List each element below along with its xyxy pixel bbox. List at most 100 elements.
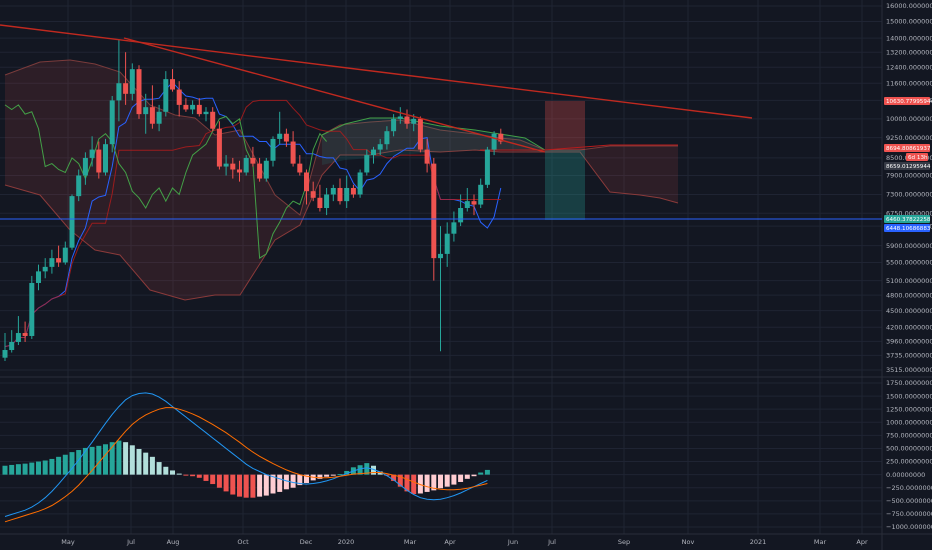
candle-42[interactable] bbox=[283, 128, 289, 147]
candle-60[interactable] bbox=[404, 109, 410, 129]
candle-59[interactable] bbox=[397, 107, 403, 124]
macd-histogram-bar-51[interactable] bbox=[344, 470, 350, 475]
macd-histogram-bar-40[interactable] bbox=[270, 474, 276, 494]
macd-histogram-bar-23[interactable] bbox=[156, 462, 162, 475]
macd-histogram-bar-13[interactable] bbox=[89, 446, 95, 475]
macd-histogram-bar-18[interactable] bbox=[123, 442, 129, 475]
macd-histogram-bar-17[interactable] bbox=[116, 440, 122, 475]
macd-histogram-bar-41[interactable] bbox=[277, 474, 283, 492]
candle-50[interactable] bbox=[337, 178, 343, 205]
macd-histogram-bar-0[interactable] bbox=[2, 465, 8, 475]
macd-histogram-bar-43[interactable] bbox=[290, 474, 296, 488]
candle-47[interactable] bbox=[317, 184, 323, 212]
candle-33[interactable] bbox=[223, 155, 229, 176]
candle-16[interactable] bbox=[109, 95, 115, 153]
macd-histogram-bar-70[interactable] bbox=[471, 474, 477, 477]
candle-17[interactable] bbox=[116, 39, 122, 122]
macd-histogram-bar-39[interactable] bbox=[263, 474, 269, 496]
candle-37[interactable] bbox=[250, 146, 256, 167]
trendline-long[interactable] bbox=[0, 24, 753, 119]
candle-44[interactable] bbox=[297, 155, 303, 176]
candle-62[interactable] bbox=[417, 116, 423, 153]
candle-7[interactable] bbox=[49, 249, 55, 274]
macd-histogram-bar-5[interactable] bbox=[36, 461, 41, 475]
macd-histogram-bar-21[interactable] bbox=[143, 452, 149, 475]
macd-histogram-bar-62[interactable] bbox=[417, 474, 423, 494]
drawing-tools[interactable] bbox=[0, 24, 882, 220]
macd-histogram-bar-11[interactable] bbox=[76, 450, 82, 475]
macd-histogram-bar-49[interactable] bbox=[330, 474, 336, 476]
macd-histogram-bar-66[interactable] bbox=[444, 474, 450, 487]
macd-histogram-bar-12[interactable] bbox=[82, 447, 88, 475]
macd-histogram-bar-31[interactable] bbox=[210, 474, 216, 485]
macd-histogram-bar-16[interactable] bbox=[109, 442, 115, 475]
candle-1[interactable] bbox=[9, 330, 15, 353]
time-axis[interactable]: May Jul Aug Oct Dec 2020 Mar Apr Jun Jul Sep Nov 202… bbox=[61, 538, 868, 546]
candle-24[interactable] bbox=[163, 71, 169, 117]
candle-45[interactable] bbox=[304, 169, 309, 205]
macd-histogram-bar-37[interactable] bbox=[250, 474, 256, 498]
candle-40[interactable] bbox=[270, 136, 276, 167]
candle-21[interactable] bbox=[143, 93, 149, 134]
macd-histogram-bar-2[interactable] bbox=[15, 464, 21, 475]
macd-histogram-bar-67[interactable] bbox=[451, 474, 457, 485]
candle-66[interactable] bbox=[444, 222, 450, 267]
macd-histogram-bar-9[interactable] bbox=[62, 454, 68, 475]
macd-histogram-bar-72[interactable] bbox=[484, 469, 490, 475]
candle-52[interactable] bbox=[350, 184, 356, 198]
candle-6[interactable] bbox=[42, 258, 48, 279]
candle-55[interactable] bbox=[371, 146, 376, 164]
candle-22[interactable] bbox=[149, 85, 155, 129]
candle-70[interactable] bbox=[471, 194, 477, 216]
candle-35[interactable] bbox=[237, 160, 242, 182]
candle-48[interactable] bbox=[324, 187, 330, 216]
macd-histogram-bar-64[interactable] bbox=[431, 474, 437, 491]
macd-histogram-bar-48[interactable] bbox=[324, 474, 330, 477]
candle-36[interactable] bbox=[243, 155, 249, 176]
candle-65[interactable] bbox=[438, 226, 443, 352]
macd-histogram-bar-50[interactable] bbox=[337, 474, 343, 476]
candle-3[interactable] bbox=[22, 321, 28, 342]
candle-56[interactable] bbox=[377, 138, 383, 156]
macd-histogram-bar-36[interactable] bbox=[243, 474, 249, 498]
macd-histogram-bar-30[interactable] bbox=[203, 474, 209, 481]
candle-29[interactable] bbox=[196, 98, 202, 117]
candle-69[interactable] bbox=[464, 187, 470, 212]
candle-31[interactable] bbox=[210, 107, 216, 132]
candle-57[interactable] bbox=[384, 126, 390, 150]
macd-histogram-bar-63[interactable] bbox=[424, 474, 430, 492]
macd-histogram-bar-53[interactable] bbox=[357, 465, 363, 475]
macd-histogram-bar-32[interactable] bbox=[216, 474, 222, 488]
candle-73[interactable] bbox=[491, 131, 497, 156]
macd-histogram-bar-20[interactable] bbox=[136, 448, 142, 475]
candle-30[interactable] bbox=[203, 107, 209, 122]
macd-histogram-bar-45[interactable] bbox=[304, 474, 309, 484]
candlestick-series[interactable] bbox=[2, 39, 504, 361]
candle-58[interactable] bbox=[391, 114, 397, 137]
candle-53[interactable] bbox=[357, 169, 363, 198]
candle-11[interactable] bbox=[76, 169, 82, 202]
candle-20[interactable] bbox=[136, 65, 142, 119]
macd-histogram-bar-58[interactable] bbox=[391, 474, 397, 481]
macd-histogram-bar-26[interactable] bbox=[176, 473, 182, 475]
candle-39[interactable] bbox=[263, 157, 269, 182]
candle-43[interactable] bbox=[290, 131, 296, 167]
macd-histogram-bar-8[interactable] bbox=[56, 456, 62, 475]
macd-histogram-bar-69[interactable] bbox=[464, 474, 470, 479]
candle-68[interactable] bbox=[458, 194, 464, 227]
candle-19[interactable] bbox=[129, 63, 135, 101]
candle-46[interactable] bbox=[310, 181, 316, 202]
macd-histogram-bar-27[interactable] bbox=[183, 474, 189, 476]
macd-histogram-bar-54[interactable] bbox=[364, 463, 370, 475]
candle-26[interactable] bbox=[176, 81, 182, 117]
candle-12[interactable] bbox=[82, 152, 88, 185]
candle-9[interactable] bbox=[62, 241, 68, 265]
macd-histogram-bar-10[interactable] bbox=[69, 452, 75, 475]
candle-5[interactable] bbox=[36, 264, 41, 291]
candle-8[interactable] bbox=[56, 245, 62, 267]
candle-38[interactable] bbox=[257, 157, 263, 182]
macd-histogram-bar-55[interactable] bbox=[371, 465, 376, 475]
candle-27[interactable] bbox=[183, 98, 189, 112]
macd-histogram-bar-29[interactable] bbox=[196, 474, 202, 478]
